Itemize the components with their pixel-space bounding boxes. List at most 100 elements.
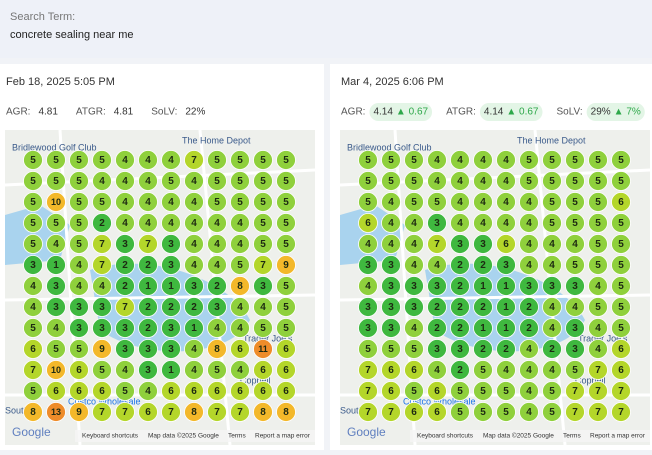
rank-pin [115,318,135,338]
rank-pin [161,171,181,191]
rank-label: 5 [283,155,289,166]
rank-label: 3 [76,302,82,313]
rank-pin [542,276,562,296]
rank-label: 5 [572,260,578,271]
rank-label: 4 [53,323,59,334]
rank-label: 5 [480,386,486,397]
rank-label: 4 [237,365,243,376]
rank-pin [473,360,493,380]
rank-pin [69,171,89,191]
rank-pin [611,171,631,191]
rank-pin [588,381,608,401]
rank-label: 2 [457,260,463,271]
rank-pin [69,150,89,170]
rank-label: 3 [214,302,220,313]
rank-label: 10 [51,197,61,207]
rank-label: 6 [214,386,220,397]
rank-label: 5 [283,218,289,229]
rank-label: 6 [53,386,59,397]
rank-pin [161,276,181,296]
rank-label: 5 [76,218,82,229]
rank-label: 5 [53,344,59,355]
rank-pin [46,255,66,275]
rank-pin [92,276,112,296]
rank-label: 4 [365,281,371,292]
rank-label: 5 [30,197,36,208]
rank-pin [358,276,378,296]
map-label: Trader Joe's [578,333,628,343]
rank-label: 4 [549,302,555,313]
rank-pin [496,255,516,275]
rank-label: 2 [434,323,440,334]
rank-pin [519,381,539,401]
metric-value: 22% [185,107,205,118]
rank-pin [161,402,181,422]
rank-label: 6 [99,386,105,397]
rank-pin [496,276,516,296]
map-label: Bridlewood Golf Club [347,142,432,152]
rank-pin [138,297,158,317]
rank-label: 4 [168,197,174,208]
rank-pin [276,171,296,191]
rank-label: 5 [76,155,82,166]
rank-pin [69,213,89,233]
rank-pin [473,339,493,359]
rank-label: 3 [434,344,440,355]
rank-pin [161,318,181,338]
rank-pin [115,171,135,191]
metric-name: SoLV: [151,107,177,118]
rank-pin [381,339,401,359]
rank-label: 4 [480,218,486,229]
rank-label: 5 [618,218,624,229]
rank-label: 4 [237,323,243,334]
rank-label: 5 [76,197,82,208]
rank-label: 3 [411,302,417,313]
rank-pin [588,297,608,317]
rank-label: 3 [122,239,128,250]
rank-pin [404,213,424,233]
rank-label: 5 [503,386,509,397]
rank-pin [253,276,273,296]
rank-label: 5 [411,386,417,397]
rank-pin [565,381,585,401]
rank-label: 3 [388,281,394,292]
rank-label: 5 [549,407,555,418]
rank-label: 6 [618,197,624,208]
rank-label: 6 [503,239,509,250]
rank-pin [23,150,43,170]
rank-pin [230,381,250,401]
rank-label: 6 [30,344,36,355]
rank-pin [611,213,631,233]
metric-badge: 29% ▲ 7% [586,103,645,121]
rank-pin [69,339,89,359]
rank-label: 4 [526,239,532,250]
rank-pin [138,234,158,254]
rank-pin [519,213,539,233]
rank-pin [565,150,585,170]
rank-label: 7 [618,407,624,418]
rank-pin [230,150,250,170]
rank-pin [23,213,43,233]
rank-pin [184,276,204,296]
rank-pin [184,255,204,275]
rank-pin [276,255,296,275]
rank-pin [542,234,562,254]
rank-label: 6 [618,365,624,376]
rank-label: 3 [99,323,105,334]
rank-pin [276,297,296,317]
rank-label: 4 [99,281,105,292]
rank-label: 6 [191,386,197,397]
rank-label: 4 [30,281,36,292]
rank-pin [358,255,378,275]
rank-label: 4 [549,239,555,250]
rank-pin [381,150,401,170]
rank-label: 5 [572,197,578,208]
rank-label: 5 [168,176,174,187]
rank-pin [358,192,378,212]
rank-pin [358,381,378,401]
rank-label: 4 [503,155,509,166]
rank-pin [565,402,585,422]
rank-pin [473,192,493,212]
rank-label: 4 [549,260,555,271]
